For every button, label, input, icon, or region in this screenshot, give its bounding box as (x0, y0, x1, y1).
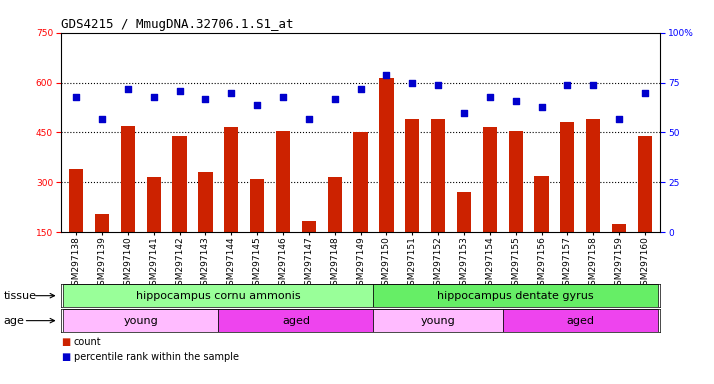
Bar (328, 177, 342, 232)
Text: GDS4215 / MmugDNA.32706.1.S1_at: GDS4215 / MmugDNA.32706.1.S1_at (61, 18, 293, 31)
Bar (198, 172, 213, 232)
Bar (503, 309, 658, 332)
Bar (64, 284, 373, 307)
Point (381, 71, 392, 78)
Bar (146, 177, 161, 232)
Text: aged: aged (566, 316, 594, 326)
Bar (250, 179, 264, 232)
Bar (534, 176, 548, 232)
Bar (612, 224, 626, 232)
Bar (560, 122, 575, 232)
Point (433, 81, 444, 88)
Point (406, 79, 418, 86)
Point (639, 89, 650, 96)
Bar (218, 309, 373, 332)
Text: ■: ■ (61, 337, 70, 347)
Text: young: young (421, 316, 456, 326)
Bar (431, 119, 446, 232)
Point (458, 109, 470, 116)
Bar (483, 127, 497, 232)
Point (174, 88, 186, 94)
Text: age: age (4, 316, 24, 326)
Text: percentile rank within the sample: percentile rank within the sample (74, 352, 238, 362)
Point (122, 86, 134, 92)
Bar (121, 126, 135, 232)
Point (71, 93, 82, 99)
Bar (95, 214, 109, 232)
Bar (64, 309, 218, 332)
Bar (69, 169, 84, 232)
Bar (302, 221, 316, 232)
Bar (276, 131, 290, 232)
Point (613, 116, 625, 122)
Bar (508, 131, 523, 232)
Point (251, 101, 263, 108)
Bar (379, 78, 393, 232)
Point (148, 93, 159, 99)
Point (562, 81, 573, 88)
Bar (173, 136, 187, 232)
Bar (586, 119, 600, 232)
Bar (638, 136, 652, 232)
Point (355, 86, 366, 92)
Bar (457, 192, 471, 232)
Bar (373, 284, 658, 307)
Text: ■: ■ (61, 352, 70, 362)
Bar (373, 309, 503, 332)
Point (484, 93, 496, 99)
Text: aged: aged (282, 316, 310, 326)
Point (536, 103, 547, 109)
Point (303, 116, 315, 122)
Bar (224, 127, 238, 232)
Point (510, 98, 521, 104)
Text: tissue: tissue (4, 291, 36, 301)
Bar (405, 119, 419, 232)
Point (96, 116, 108, 122)
Text: hippocampus cornu ammonis: hippocampus cornu ammonis (136, 291, 301, 301)
Point (277, 93, 288, 99)
Bar (353, 132, 368, 232)
Point (329, 96, 341, 102)
Text: count: count (74, 337, 101, 347)
Point (200, 96, 211, 102)
Point (588, 81, 599, 88)
Point (226, 89, 237, 96)
Text: young: young (124, 316, 159, 326)
Text: hippocampus dentate gyrus: hippocampus dentate gyrus (438, 291, 594, 301)
